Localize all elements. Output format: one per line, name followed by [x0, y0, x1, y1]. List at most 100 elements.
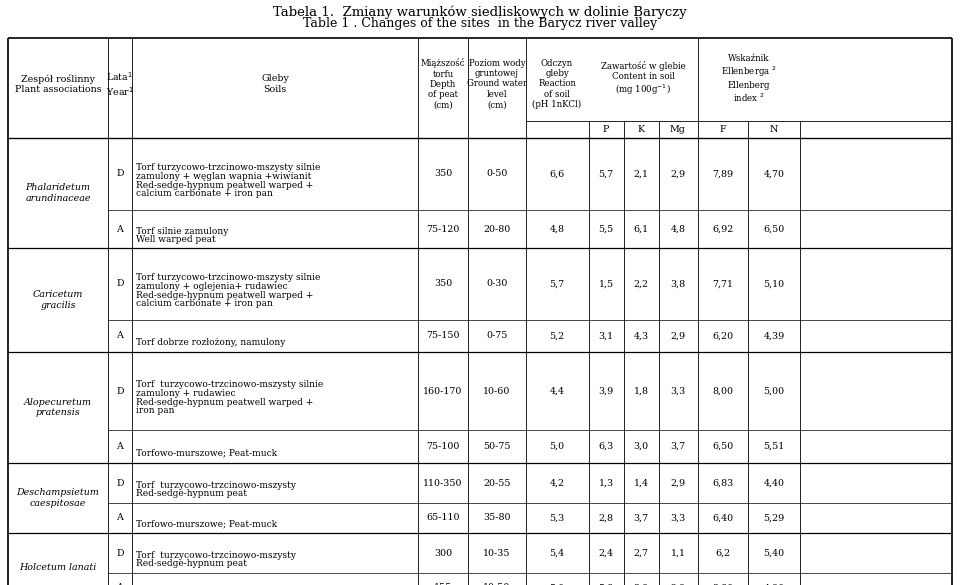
Text: 3,80: 3,80 — [712, 583, 733, 585]
Text: 350: 350 — [434, 170, 452, 178]
Text: 2,9: 2,9 — [670, 332, 685, 340]
Text: Caricetum
gracilis: Caricetum gracilis — [33, 290, 84, 309]
Text: Miąższość
torfu
Depth
of peat
(cm): Miąższość torfu Depth of peat (cm) — [420, 58, 466, 110]
Text: 5,5: 5,5 — [598, 225, 613, 233]
Text: 3,3: 3,3 — [670, 514, 685, 522]
Text: P: P — [603, 125, 610, 133]
Text: Odczyn
gleby
Reaction
of soil
(pH 1nKCl): Odczyn gleby Reaction of soil (pH 1nKCl) — [533, 58, 582, 109]
Text: 6,1: 6,1 — [634, 225, 649, 233]
Text: 65-110: 65-110 — [426, 514, 460, 522]
Text: D: D — [116, 387, 124, 395]
Text: Phalaridetum
arundinaceae: Phalaridetum arundinaceae — [25, 183, 91, 202]
Text: Alopecuretum
pratensis: Alopecuretum pratensis — [24, 398, 92, 417]
Text: 6,92: 6,92 — [712, 225, 733, 233]
Text: 5,2: 5,2 — [549, 332, 564, 340]
Text: D: D — [116, 479, 124, 487]
Text: 3,1: 3,1 — [598, 332, 613, 340]
Text: F: F — [720, 125, 727, 133]
Text: Tabela 1.  Zmiany warunków siedliskowych w dolinie Baryczy: Tabela 1. Zmiany warunków siedliskowych … — [274, 5, 686, 19]
Text: 4,90: 4,90 — [763, 583, 784, 585]
Text: 2,2: 2,2 — [634, 280, 649, 288]
Text: 1,1: 1,1 — [670, 549, 685, 558]
Text: Torf silnie zamulony: Torf silnie zamulony — [136, 226, 228, 236]
Text: Holcetum lanati: Holcetum lanati — [19, 563, 97, 573]
Text: 3,3: 3,3 — [670, 387, 685, 395]
Text: 6,20: 6,20 — [712, 332, 733, 340]
Text: 6,83: 6,83 — [712, 479, 733, 487]
Text: 20-55: 20-55 — [483, 479, 511, 487]
Text: 5,40: 5,40 — [763, 549, 784, 558]
Text: 5,0: 5,0 — [549, 442, 564, 451]
Text: 5,0: 5,0 — [549, 583, 564, 585]
Text: calcium carbonate + iron pan: calcium carbonate + iron pan — [136, 190, 273, 198]
Text: 6,3: 6,3 — [598, 442, 613, 451]
Text: 6,2: 6,2 — [715, 549, 731, 558]
Text: 10-35: 10-35 — [483, 549, 511, 558]
Text: 8,00: 8,00 — [712, 387, 733, 395]
Text: Zespół roślinny
Plant associations: Zespół roślinny Plant associations — [14, 74, 102, 94]
Text: Well warped peat: Well warped peat — [136, 235, 216, 245]
Text: 2,8: 2,8 — [598, 514, 613, 522]
Text: 5,10: 5,10 — [763, 280, 784, 288]
Text: 2,7: 2,7 — [634, 549, 649, 558]
Text: Red-sedge-hypnum peat: Red-sedge-hypnum peat — [136, 489, 247, 498]
Text: D: D — [116, 549, 124, 558]
Text: 5,29: 5,29 — [763, 514, 784, 522]
Text: 6,40: 6,40 — [712, 514, 733, 522]
Text: 75-150: 75-150 — [426, 332, 460, 340]
Text: Gleby
Soils: Gleby Soils — [261, 74, 289, 94]
Text: Red-sedge-hypnum peat: Red-sedge-hypnum peat — [136, 559, 247, 568]
Text: 1,5: 1,5 — [598, 280, 613, 288]
Text: 4,8: 4,8 — [670, 225, 685, 233]
Text: Torf turzycowo-trzcinowo-mszysty silnie: Torf turzycowo-trzcinowo-mszysty silnie — [136, 163, 321, 172]
Text: 7,89: 7,89 — [712, 170, 733, 178]
Text: 10-50: 10-50 — [483, 583, 511, 585]
Text: 3,7: 3,7 — [670, 442, 685, 451]
Text: 5,4: 5,4 — [549, 549, 564, 558]
Text: 20-80: 20-80 — [484, 225, 511, 233]
Text: zamulony + węglan wapnia +wiwianit: zamulony + węglan wapnia +wiwianit — [136, 172, 311, 181]
Text: 3,9: 3,9 — [634, 583, 649, 585]
Text: D: D — [116, 170, 124, 178]
Text: 2,1: 2,1 — [634, 170, 649, 178]
Text: A: A — [116, 332, 124, 340]
Text: Wskaźnik
Ellenberga $^2$
Ellenberg
index $^2$: Wskaźnik Ellenberga $^2$ Ellenberg index… — [721, 54, 777, 104]
Text: 2,9: 2,9 — [670, 170, 685, 178]
Text: 6,50: 6,50 — [712, 442, 733, 451]
Text: Deschampsietum
caespitosae: Deschampsietum caespitosae — [16, 488, 100, 508]
Text: 6,50: 6,50 — [763, 225, 784, 233]
Text: D: D — [116, 280, 124, 288]
Text: 2,4: 2,4 — [598, 549, 613, 558]
Text: 1,8: 1,8 — [634, 387, 649, 395]
Text: A: A — [116, 442, 124, 451]
Text: 4,2: 4,2 — [549, 479, 564, 487]
Text: A: A — [116, 225, 124, 233]
Text: 10-60: 10-60 — [483, 387, 511, 395]
Text: A: A — [116, 514, 124, 522]
Text: 5,7: 5,7 — [598, 170, 613, 178]
Text: calcium carbonate + iron pan: calcium carbonate + iron pan — [136, 300, 273, 308]
Text: Torf dobrze rozłożony, namulony: Torf dobrze rozłożony, namulony — [136, 338, 285, 347]
Text: 5,8: 5,8 — [598, 583, 613, 585]
Text: A: A — [116, 583, 124, 585]
Text: Torf  turzycowo-trzcinowo-mszysty: Torf turzycowo-trzcinowo-mszysty — [136, 550, 296, 559]
Text: zamulony + oglejenia+ rudawiec: zamulony + oglejenia+ rudawiec — [136, 282, 288, 291]
Text: 2,9: 2,9 — [670, 583, 685, 585]
Text: 0-30: 0-30 — [487, 280, 508, 288]
Text: 75-120: 75-120 — [426, 225, 460, 233]
Text: 75-100: 75-100 — [426, 442, 460, 451]
Text: 3,7: 3,7 — [634, 514, 649, 522]
Text: 300: 300 — [434, 549, 452, 558]
Text: Red-sedge-hypnum peatwell warped +: Red-sedge-hypnum peatwell warped + — [136, 181, 313, 190]
Text: 4,4: 4,4 — [549, 387, 564, 395]
Text: Mg: Mg — [670, 125, 686, 133]
Text: 3,9: 3,9 — [598, 387, 613, 395]
Text: 7,71: 7,71 — [712, 280, 733, 288]
Text: 110-350: 110-350 — [423, 479, 463, 487]
Text: 350: 350 — [434, 280, 452, 288]
Text: 4,40: 4,40 — [763, 479, 784, 487]
Text: 5,00: 5,00 — [763, 387, 784, 395]
Text: 155: 155 — [434, 583, 452, 585]
Text: Poziom wody
gruntowej
Ground water
level
(cm): Poziom wody gruntowej Ground water level… — [467, 58, 527, 109]
Text: 5,51: 5,51 — [763, 442, 784, 451]
